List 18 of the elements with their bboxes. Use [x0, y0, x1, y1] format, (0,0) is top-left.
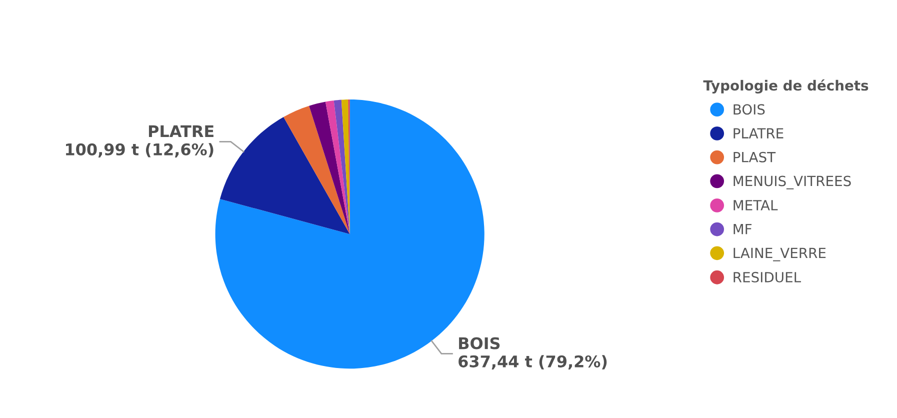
- pie-slice: [341, 100, 350, 234]
- legend-label: BOIS: [734, 104, 765, 115]
- pie-slice: [220, 116, 350, 234]
- legend-label: PLATRE: [734, 128, 784, 138]
- legend-label: PLAST: [734, 152, 776, 162]
- pie-slice: [309, 102, 350, 234]
- pie-slice: [284, 106, 350, 234]
- legend-title: Typologie de déchets: [703, 79, 868, 94]
- data-label: 637,44 t (79,2%): [458, 355, 607, 370]
- slice-label: BOIS: [459, 337, 500, 350]
- slice-label: PLATRE: [148, 125, 214, 138]
- pie-slice: [334, 100, 350, 234]
- data-label: 100,99 t (12,6%): [66, 143, 214, 158]
- legend-label: MENUIS_VITREES: [734, 176, 851, 190]
- legend-label: MF: [734, 224, 752, 234]
- legend-label: METAL: [734, 200, 778, 210]
- legend-label: LAINE_VERRE: [734, 248, 826, 262]
- legend-label: RESIDUEL: [734, 272, 801, 282]
